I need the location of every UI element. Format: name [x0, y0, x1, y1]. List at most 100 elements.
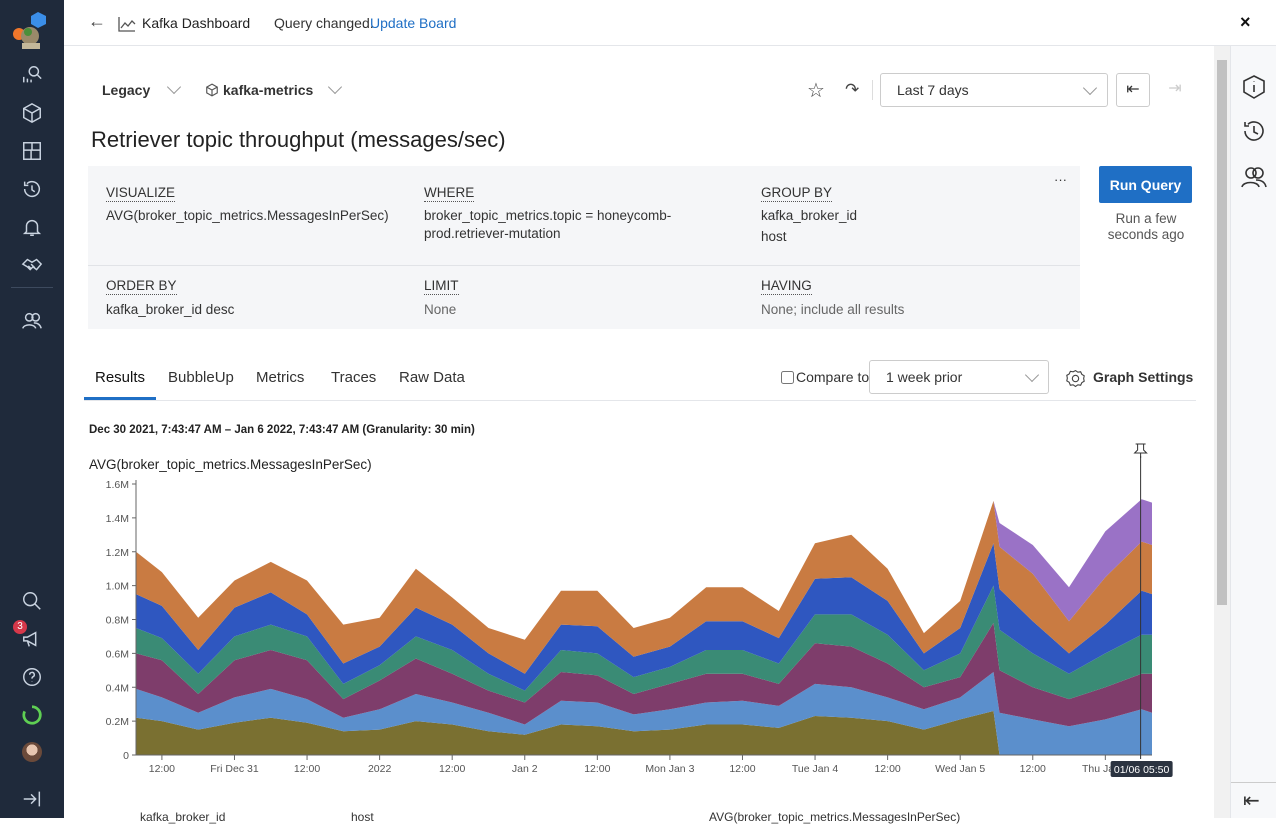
avatar[interactable] — [22, 742, 42, 762]
graph-settings-button[interactable]: Graph Settings — [1093, 369, 1194, 385]
star-icon[interactable]: ☆ — [807, 80, 825, 102]
x-tick-label: 12:00 — [294, 763, 320, 775]
tab-metrics[interactable]: Metrics — [256, 369, 305, 386]
table-header-avg[interactable]: AVG(broker_topic_metrics.MessagesInPerSe… — [709, 810, 961, 824]
x-tick-label: 2022 — [368, 763, 392, 775]
y-tick-label: 1.4M — [106, 513, 129, 525]
pin-icon — [1133, 443, 1148, 458]
chevron-down-icon[interactable] — [166, 79, 182, 95]
y-tick-label: 0.4M — [106, 682, 129, 694]
slo-icon[interactable] — [20, 253, 44, 277]
compare-value: 1 week prior — [886, 369, 963, 385]
query-changed-notice: Query changed. — [274, 15, 374, 31]
share-icon[interactable]: ↷ — [845, 80, 860, 99]
area-series-6 — [136, 500, 1152, 674]
y-tick-label: 1.6M — [106, 479, 129, 491]
visualize-label[interactable]: VISUALIZE — [106, 185, 176, 202]
time-back-button[interactable]: ⇤ — [1116, 73, 1150, 107]
visualize-value[interactable]: AVG(broker_topic_metrics.MessagesInPerSe… — [106, 208, 389, 223]
x-tick-label: 12:00 — [584, 763, 610, 775]
announcements-icon[interactable] — [20, 627, 44, 651]
tab-raw-data[interactable]: Raw Data — [399, 369, 465, 386]
back-arrow-icon[interactable]: ← — [88, 11, 106, 31]
tab-results[interactable]: Results — [95, 369, 146, 386]
tab-bubbleup[interactable]: BubbleUp — [168, 369, 234, 386]
table-header-host[interactable]: host — [351, 810, 374, 824]
history-icon[interactable] — [20, 177, 44, 201]
chart-line-icon — [118, 17, 136, 32]
right-rail: ⇤ — [1230, 46, 1276, 818]
x-tick-label: Mon Jan 3 — [645, 763, 694, 775]
x-tick-label: 12:00 — [729, 763, 755, 775]
active-tab-indicator — [84, 397, 156, 400]
notification-count: 3 — [17, 621, 23, 632]
where-value-cont[interactable]: prod.retriever-mutation — [424, 226, 561, 241]
x-tick-label: 12:00 — [874, 763, 900, 775]
boards-icon[interactable] — [20, 139, 44, 163]
dataset-cube-icon — [206, 83, 218, 97]
run-status-line: seconds ago — [1107, 227, 1185, 242]
chevron-down-icon[interactable] — [327, 79, 343, 95]
query-title[interactable]: Retriever topic throughput (messages/sec… — [91, 127, 506, 152]
stacked-area-chart[interactable]: 0 0.2M 0.4M 0.6M 0.8M 1.0M 1.2M 1.4M 1.6M 12:00 Fr… — [80, 440, 1190, 780]
x-tick-label: Tue Jan 4 — [792, 763, 838, 775]
having-label[interactable]: HAVING — [761, 278, 812, 295]
datasets-icon[interactable] — [20, 101, 44, 125]
time-range-select[interactable]: Last 7 days — [880, 73, 1108, 107]
run-query-button[interactable]: Run Query — [1099, 166, 1192, 203]
area-series-5 — [136, 543, 1152, 691]
scrollbar[interactable] — [1214, 46, 1230, 818]
where-label[interactable]: WHERE — [424, 185, 475, 202]
cursor-tooltip — [1110, 761, 1173, 777]
dataset-select[interactable]: kafka-metrics — [223, 82, 314, 98]
group-by-value[interactable]: kafka_broker_id — [761, 208, 858, 223]
environment-select[interactable]: Legacy — [102, 82, 151, 98]
update-board-link[interactable]: Update Board — [370, 15, 457, 31]
compare-checkbox[interactable] — [781, 371, 794, 384]
x-tick-label: Jan 2 — [512, 763, 538, 775]
group-by-value[interactable]: host — [761, 229, 787, 244]
info-icon[interactable] — [1241, 74, 1267, 100]
limit-value[interactable]: None — [424, 302, 457, 317]
collapse-panel-icon[interactable]: ⇤ — [1243, 790, 1260, 812]
group-by-label[interactable]: GROUP BY — [761, 185, 833, 202]
compare-select[interactable]: 1 week prior — [869, 360, 1049, 394]
where-value[interactable]: broker_topic_metrics.topic = honeycomb- — [424, 208, 672, 223]
search-icon[interactable] — [20, 589, 44, 613]
limit-label[interactable]: LIMIT — [424, 278, 459, 295]
y-tick-label: 0.6M — [106, 648, 129, 660]
chevron-down-icon — [1024, 367, 1040, 383]
area-series-2 — [136, 672, 1152, 755]
tab-traces[interactable]: Traces — [331, 369, 377, 386]
chevron-down-icon — [1082, 80, 1098, 96]
compare-label: Compare to — [796, 369, 870, 385]
query-icon[interactable] — [20, 63, 44, 87]
help-icon[interactable] — [20, 665, 44, 689]
triggers-icon[interactable] — [20, 215, 44, 239]
query-builder[interactable]: VISUALIZE AVG(broker_topic_metrics.Messa… — [88, 166, 1080, 329]
time-range-value: Last 7 days — [897, 82, 969, 98]
more-options-button[interactable]: ··· — [1054, 172, 1067, 187]
area-series-4 — [136, 585, 1152, 703]
time-forward-button[interactable]: ⇥ — [1168, 80, 1182, 97]
results-time-range: Dec 30 2021, 7:43:47 AM – Jan 6 2022, 7:… — [89, 424, 475, 436]
x-tick-label: 12:00 — [149, 763, 175, 775]
scrollbar-thumb[interactable] — [1217, 60, 1227, 605]
table-header-kafka-broker-id[interactable]: kafka_broker_id — [140, 810, 226, 824]
order-by-label[interactable]: ORDER BY — [106, 278, 177, 295]
area-series-1 — [136, 711, 1152, 755]
expand-sidebar-icon[interactable] — [20, 787, 44, 811]
history-icon[interactable] — [1241, 118, 1267, 144]
status-icon — [20, 703, 44, 727]
gear-icon[interactable] — [1066, 369, 1085, 388]
order-by-value[interactable]: kafka_broker_id desc — [106, 302, 235, 317]
y-tick-label: 1.0M — [106, 581, 129, 593]
close-icon[interactable]: × — [1240, 12, 1251, 32]
run-status-line: Run a few — [1115, 211, 1177, 226]
board-name[interactable]: Kafka Dashboard — [142, 15, 251, 31]
team-icon[interactable] — [20, 309, 44, 333]
team-icon[interactable] — [1241, 164, 1267, 190]
having-value[interactable]: None; include all results — [761, 302, 905, 317]
sidebar: 3 — [0, 0, 64, 818]
logo[interactable] — [10, 10, 52, 52]
